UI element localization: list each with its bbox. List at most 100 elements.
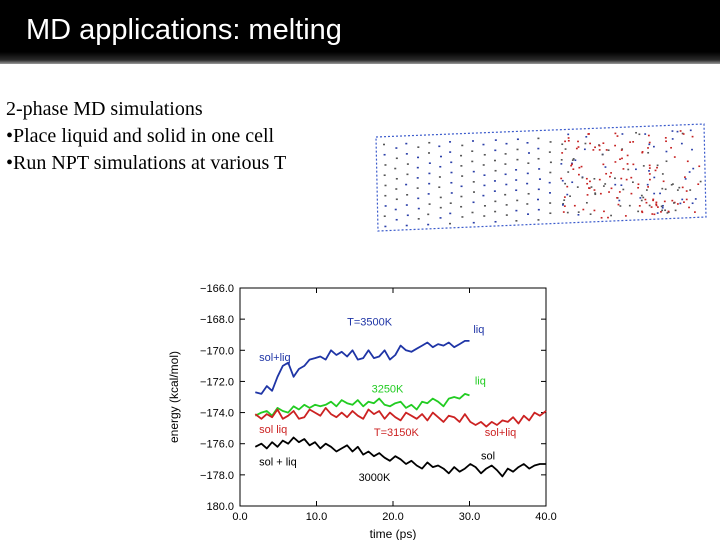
atom [564, 140, 566, 143]
atom [384, 194, 387, 197]
annotation: sol + liq [259, 457, 297, 469]
atom [670, 146, 672, 149]
atom [656, 212, 659, 214]
atom [438, 145, 441, 148]
atom [678, 186, 681, 189]
atom [406, 173, 409, 176]
atom [449, 202, 452, 204]
atom [427, 193, 430, 195]
axis-ticks: −166.0 −168.0 −170.0 −172.0 −174.0 −176.0 −178… [200, 283, 557, 523]
atom [650, 206, 653, 208]
atom [427, 213, 430, 216]
atom [572, 168, 575, 171]
atom [681, 198, 684, 201]
atom [577, 211, 580, 213]
atom [629, 141, 632, 143]
atom [640, 194, 643, 197]
atom [627, 168, 630, 171]
atom [645, 201, 648, 204]
atom [602, 185, 605, 187]
atom [594, 146, 596, 149]
atom [614, 183, 617, 186]
atom [460, 195, 463, 198]
atom [575, 147, 578, 150]
atom [632, 163, 635, 166]
atom [665, 150, 668, 153]
atom [646, 183, 649, 186]
atom [395, 218, 398, 221]
atom [494, 139, 497, 141]
atom [527, 213, 530, 215]
atom [593, 177, 596, 180]
atom [471, 150, 474, 153]
atom [505, 214, 508, 216]
atom [586, 182, 589, 185]
atom [660, 211, 662, 213]
atom [598, 178, 601, 181]
atom [504, 173, 507, 176]
atom [656, 164, 659, 167]
atom [494, 210, 497, 213]
atom [661, 206, 664, 209]
atom [577, 140, 579, 143]
atom [656, 166, 658, 169]
atom [665, 140, 667, 143]
atom [567, 133, 570, 136]
atom [515, 220, 518, 222]
atom [651, 213, 654, 215]
series-line-t-3150k [254, 406, 547, 428]
atom [602, 142, 605, 144]
x-tick-label: 20.0 [382, 511, 403, 523]
atom [664, 209, 667, 212]
atom [449, 212, 452, 215]
atom [648, 164, 651, 167]
atom [617, 203, 620, 206]
atom [406, 163, 409, 165]
atom-cloud [383, 129, 702, 228]
atom [603, 210, 605, 213]
atom [515, 209, 518, 212]
atom [428, 141, 431, 144]
atom [592, 149, 595, 151]
atom [618, 199, 621, 202]
atom [691, 202, 694, 205]
atom [614, 144, 616, 147]
atom [405, 204, 408, 206]
atom [494, 149, 497, 152]
atom [589, 180, 591, 183]
atom [483, 153, 486, 156]
atom [652, 198, 655, 201]
annotation: sol+liq [259, 352, 291, 364]
x-axis-label: time (ps) [370, 527, 417, 540]
atom [505, 204, 508, 206]
atom [583, 148, 586, 151]
atom [647, 147, 649, 149]
atom [526, 142, 529, 144]
atom [416, 177, 419, 179]
atom [637, 183, 640, 186]
atom [560, 159, 563, 161]
atom [666, 212, 669, 214]
atom [671, 138, 674, 140]
y-tick-label: −172.0 [200, 376, 234, 388]
atom [578, 166, 581, 169]
atom [549, 161, 552, 164]
atom [516, 158, 519, 161]
title-bar: MD applications: melting [0, 0, 720, 64]
atom [526, 203, 529, 205]
atom [691, 148, 693, 151]
atom [652, 199, 654, 202]
atom [428, 172, 431, 175]
x-tick-label: 0.0 [232, 511, 247, 523]
atom [689, 129, 692, 132]
atom [548, 151, 551, 153]
atom [594, 193, 597, 196]
atom [483, 215, 486, 217]
atom [671, 199, 674, 202]
atom [383, 215, 386, 218]
atom [605, 172, 608, 175]
atom [639, 197, 642, 199]
atom [630, 192, 633, 195]
atom [631, 181, 634, 184]
atom [384, 164, 387, 166]
